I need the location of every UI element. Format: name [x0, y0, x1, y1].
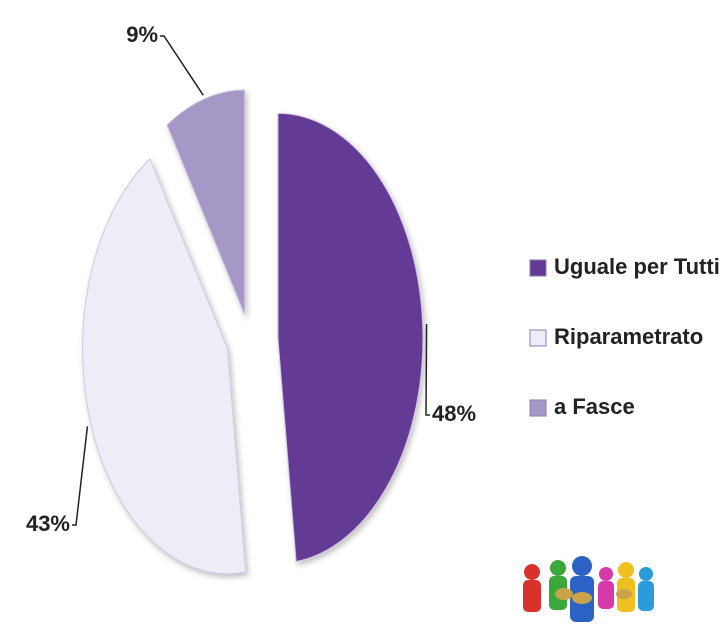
leader-line	[72, 426, 89, 526]
legend-label: a Fasce	[554, 394, 635, 419]
legend-swatch	[529, 259, 547, 277]
leader-line	[160, 35, 204, 96]
pie: 48% 43% 9%	[26, 22, 476, 575]
legend: Uguale per Tutti Riparametrato a Fasce	[529, 254, 720, 419]
pie-slice	[82, 157, 247, 575]
pie-slice	[166, 89, 246, 316]
data-label: 43%	[26, 511, 70, 536]
data-label: 48%	[432, 401, 476, 426]
people-icon	[523, 556, 654, 622]
leader-line	[425, 323, 430, 416]
pie-slice	[277, 112, 424, 563]
data-label: 9%	[126, 22, 158, 47]
legend-swatch	[529, 329, 547, 347]
legend-swatch	[529, 399, 547, 417]
legend-label: Riparametrato	[554, 324, 703, 349]
legend-label: Uguale per Tutti	[554, 254, 720, 279]
